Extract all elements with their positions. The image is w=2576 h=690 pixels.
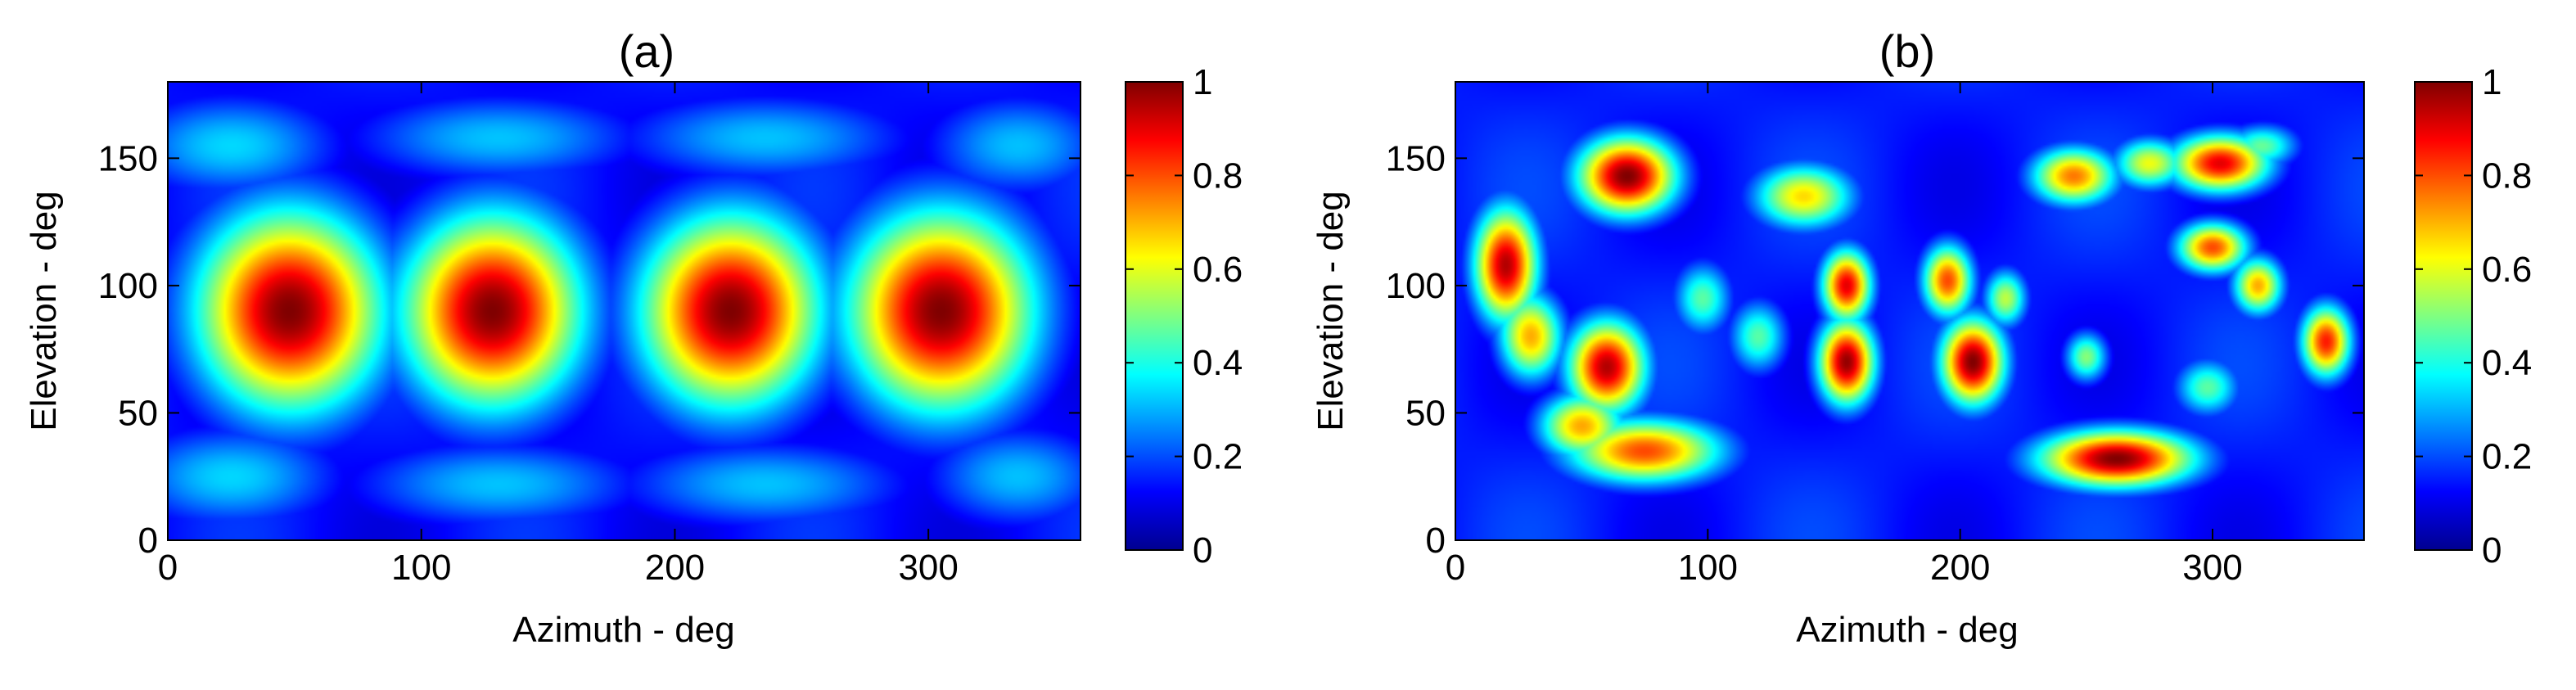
- panel-b-plot-frame: [1455, 81, 2365, 541]
- panel-a-x-tick-label: 100: [391, 548, 451, 588]
- panel-b-colorbar-tick-label: 0: [2482, 530, 2502, 570]
- panel-a-heatmap: [167, 81, 1081, 541]
- panel-a-y-tick-label: 50: [118, 393, 158, 433]
- panel-b-y-tick-label: 0: [1426, 521, 1446, 561]
- panel-a-x-tick-label: 300: [898, 548, 958, 588]
- panel-a-colorbar-tick-label: 0.2: [1193, 437, 1243, 477]
- panel-a-x-tick-label: 200: [645, 548, 705, 588]
- panel-b-axes: 0 100 200 300 0 50 100 150: [1386, 82, 2364, 588]
- panel-a: (a) 0 100 200 300 0 50 100 150 Azimuth - deg El…: [24, 25, 1243, 650]
- panel-a-colorbar-tick-label: 0.8: [1193, 156, 1243, 196]
- panel-a-colorbar-tick-label: 0.4: [1193, 343, 1243, 383]
- panel-a-axes: 0 100 200 300 0 50 100 150: [98, 82, 1080, 588]
- panel-a-colorbar-ticks: 0 0.2 0.4 0.6 0.8 1: [1126, 62, 1243, 570]
- panel-a-y-axis-label: Elevation - deg: [24, 191, 64, 431]
- panel-b-colorbar-tick-label: 0.4: [2482, 343, 2532, 383]
- panel-a-x-tick-label: 0: [158, 548, 178, 588]
- panel-a-y-tick-label: 150: [98, 138, 158, 178]
- panel-b-colorbar: 0 0.2 0.4 0.6 0.8 1: [2414, 62, 2532, 570]
- panel-a-x-axis-label: Azimuth - deg: [512, 610, 734, 650]
- panel-a-y-tick-label: 100: [98, 266, 158, 306]
- panel-a-y-tick-label: 0: [138, 521, 158, 561]
- panel-a-colorbar-tick-label: 0.6: [1193, 250, 1243, 290]
- panel-b-colorbar-tick-label: 0.6: [2482, 250, 2532, 290]
- panel-b-x-tick-label: 100: [1678, 548, 1738, 588]
- panel-a-heatmap-image: [168, 82, 1080, 540]
- panel-b-y-tick-label: 50: [1405, 393, 1446, 433]
- panel-b-colorbar-tick-label: 0.8: [2482, 156, 2532, 196]
- panel-b-label: (b): [1879, 25, 1935, 77]
- panel-a-plot-frame: [167, 81, 1081, 541]
- panel-b-x-tick-label: 0: [1446, 548, 1465, 588]
- panel-b-y-tick-label: 100: [1386, 266, 1446, 306]
- panel-a-label: (a): [619, 25, 674, 77]
- panel-b-y-tick-label: 150: [1386, 138, 1446, 178]
- panel-b-colorbar-tick-label: 1: [2482, 62, 2502, 102]
- panel-b-x-tick-label: 300: [2182, 548, 2242, 588]
- panel-b-heatmap: [1455, 81, 2365, 541]
- panel-b-colorbar-tick-label: 0.2: [2482, 437, 2532, 477]
- panel-a-colorbar-bar: [1125, 81, 1184, 551]
- panel-b-heatmap-image: [1455, 82, 2364, 540]
- panel-b-x-tick-label: 200: [1930, 548, 1990, 588]
- panel-b: (b) 0 100 200 300 0 50 100 150 Azimuth - deg El…: [1311, 25, 2532, 650]
- panel-b-colorbar-ticks: 0 0.2 0.4 0.6 0.8 1: [2415, 62, 2532, 570]
- panel-b-colorbar-bar: [2414, 81, 2473, 551]
- panel-a-colorbar: 0 0.2 0.4 0.6 0.8 1: [1125, 62, 1243, 570]
- panel-a-colorbar-tick-label: 1: [1193, 62, 1212, 102]
- panel-b-x-axis-label: Azimuth - deg: [1796, 610, 2018, 650]
- panel-b-y-axis-label: Elevation - deg: [1311, 191, 1351, 431]
- panel-a-colorbar-tick-label: 0: [1193, 530, 1212, 570]
